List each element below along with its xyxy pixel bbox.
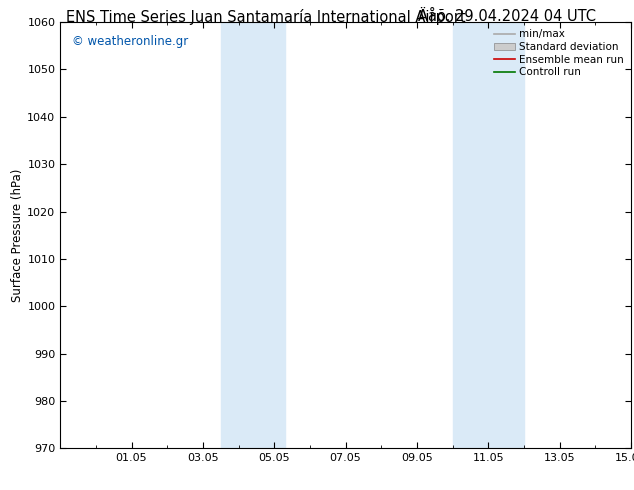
Text: © weatheronline.gr: © weatheronline.gr (72, 35, 188, 48)
Text: ENS Time Series Juan Santamaría International Airport: ENS Time Series Juan Santamaría Internat… (67, 9, 466, 25)
Y-axis label: Surface Pressure (hPa): Surface Pressure (hPa) (11, 169, 25, 302)
Legend: min/max, Standard deviation, Ensemble mean run, Controll run: min/max, Standard deviation, Ensemble me… (492, 27, 626, 79)
Bar (221, 22, 285, 448)
Bar (453, 22, 524, 448)
Text: Äåõ. 29.04.2024 04 UTC: Äåõ. 29.04.2024 04 UTC (418, 9, 596, 24)
